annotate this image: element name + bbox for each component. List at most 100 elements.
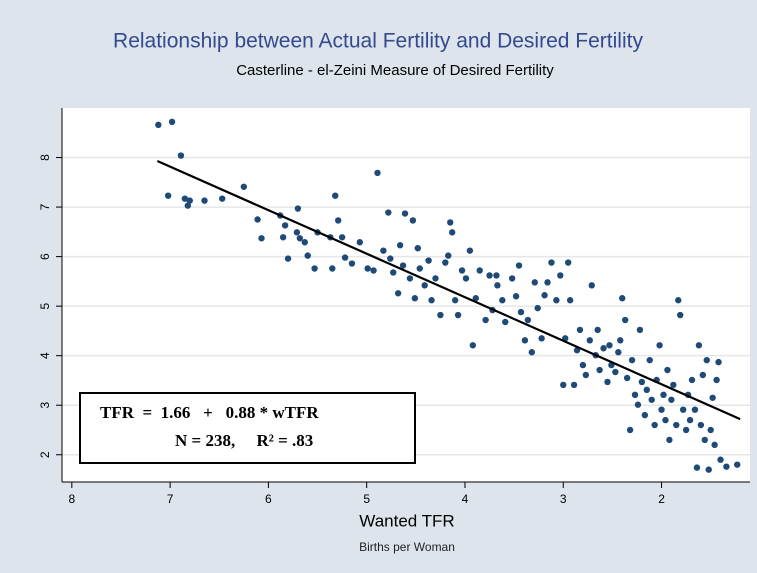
point [380, 247, 387, 254]
point [560, 381, 567, 389]
point [615, 349, 622, 356]
point [621, 316, 629, 324]
x-axis-label: Wanted TFR [359, 511, 454, 530]
point [472, 295, 479, 302]
point [421, 282, 428, 289]
point [711, 441, 718, 449]
point [281, 222, 289, 229]
point [524, 316, 532, 324]
point [399, 262, 407, 269]
point [636, 326, 644, 334]
point [332, 192, 339, 199]
annotation-frame [79, 392, 416, 464]
point [254, 216, 261, 223]
x-tick-label: 8 [68, 492, 75, 506]
x-tick-label: 3 [560, 492, 567, 506]
point [588, 282, 595, 289]
annotation-line: TFR = 1.66 + 0.88 * wTFR [100, 403, 319, 422]
annotation-box: TFR = 1.66 + 0.88 * wTFR N = 238, R² = .… [79, 392, 416, 464]
point [679, 406, 687, 413]
point [634, 401, 642, 408]
point [385, 209, 392, 216]
point [219, 195, 226, 202]
point [576, 326, 584, 334]
point [723, 463, 730, 470]
point [673, 421, 680, 429]
y-tick-label: 6 [38, 253, 52, 260]
x-tick-label: 5 [363, 492, 370, 506]
point [414, 244, 421, 252]
point [155, 121, 162, 129]
point [411, 295, 419, 302]
point [387, 255, 394, 262]
point [177, 152, 185, 159]
point [675, 297, 682, 304]
point [469, 342, 477, 349]
point [586, 337, 593, 344]
point [677, 311, 684, 319]
point [662, 416, 669, 424]
point [258, 235, 265, 242]
y-tick-label: 5 [38, 302, 52, 309]
point [643, 386, 650, 394]
point [534, 304, 541, 312]
fit-line [156, 159, 741, 421]
point [664, 366, 671, 374]
point [201, 197, 208, 204]
point [651, 421, 658, 429]
point [502, 318, 509, 326]
point [493, 272, 500, 279]
point [451, 297, 459, 304]
point [699, 371, 707, 379]
point [628, 356, 636, 364]
point [656, 342, 663, 349]
point [437, 311, 444, 319]
y-tick-label: 4 [38, 352, 52, 359]
chart-title: Relationship between Actual Fertility an… [113, 30, 643, 53]
point [279, 234, 287, 241]
point [454, 311, 462, 319]
point [658, 406, 665, 413]
point [666, 436, 673, 444]
point [409, 217, 417, 224]
point [181, 195, 189, 202]
point [370, 267, 377, 274]
point [401, 210, 409, 217]
point [406, 275, 414, 282]
point [538, 335, 545, 342]
point [512, 293, 520, 300]
point [715, 358, 722, 366]
point [293, 229, 301, 236]
point [458, 267, 466, 274]
point [294, 205, 302, 212]
point [462, 275, 470, 282]
point [432, 275, 439, 282]
point [482, 316, 489, 324]
point [164, 192, 172, 199]
point [660, 391, 667, 399]
chart-subtitle: Casterline - el-Zeini Measure of Desired… [236, 62, 554, 79]
point [425, 257, 432, 264]
point [631, 391, 639, 399]
marks [155, 118, 741, 473]
point [612, 368, 619, 376]
point [594, 326, 601, 334]
point [390, 269, 397, 276]
point [691, 406, 699, 413]
point [466, 247, 474, 254]
point [311, 265, 318, 272]
point [717, 456, 724, 463]
point [476, 267, 483, 274]
point [428, 297, 435, 304]
x-tick-label: 2 [658, 492, 665, 506]
point [695, 342, 703, 349]
point [186, 197, 193, 204]
point [564, 259, 572, 266]
point [579, 361, 587, 369]
point [668, 396, 675, 403]
point [528, 349, 536, 356]
y-tick-label: 7 [38, 203, 52, 210]
point [638, 378, 646, 386]
point [619, 295, 626, 302]
